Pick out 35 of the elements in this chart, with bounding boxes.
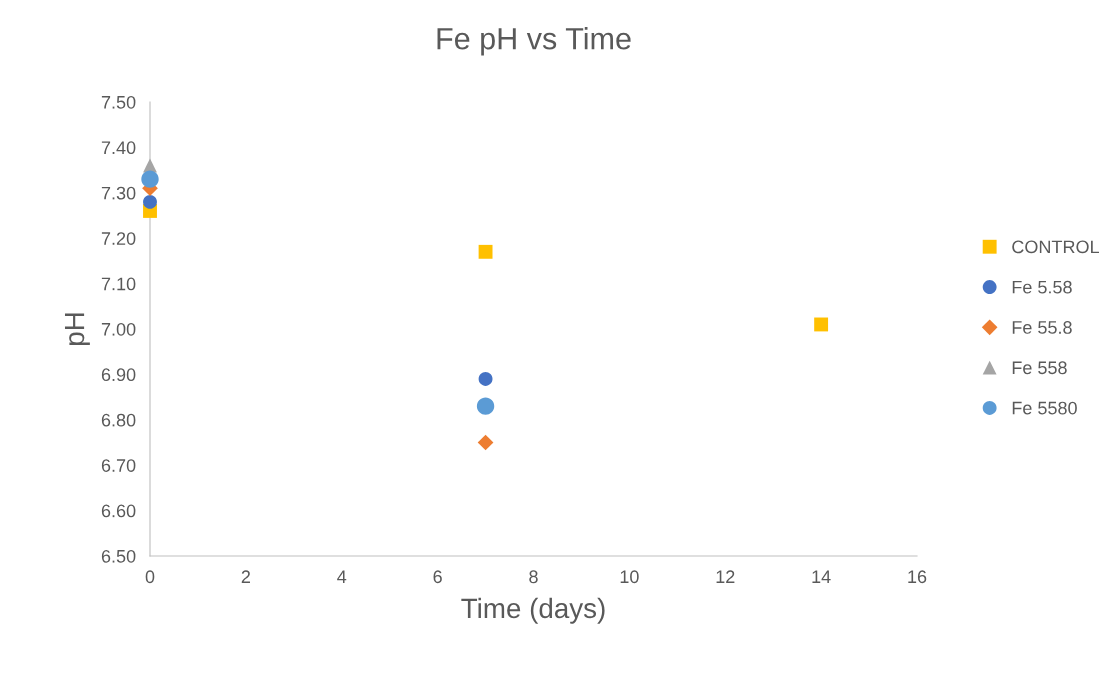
point (477, 434, 494, 451)
point (478, 372, 493, 386)
point (141, 170, 159, 188)
point (476, 397, 495, 415)
x-tick-label: 16 (908, 570, 927, 584)
x-tick-label: 2 (241, 570, 250, 583)
x-tick-label: 6 (433, 570, 442, 584)
x-tick-label: 12 (716, 570, 735, 583)
y-tick-label: 6.60 (101, 504, 136, 518)
x-axis-title: Time (days) (461, 597, 605, 624)
chart-title: Fe pH vs Time (437, 27, 631, 56)
y-axis-title: pH (64, 313, 90, 345)
x-tick-label: 10 (620, 570, 639, 584)
x-tick-label: 4 (337, 570, 347, 583)
y-tick-label: 6.80 (101, 413, 136, 427)
legend-label: Fe 5.58 (1012, 280, 1072, 294)
point (143, 194, 157, 209)
x-tick-label: 0 (145, 570, 155, 584)
legend-label: CONTROL (1012, 240, 1099, 254)
y-tick-label: 7.00 (101, 322, 136, 336)
y-tick-label: 7.40 (101, 141, 136, 155)
x-tick-label: 8 (529, 570, 538, 584)
legend-label: Fe 558 (1012, 361, 1067, 375)
point (814, 317, 829, 332)
y-tick-label: 7.50 (101, 95, 136, 109)
y-tick-label: 7.10 (101, 277, 136, 291)
y-tick-label: 7.20 (101, 232, 136, 245)
y-tick-label: 6.50 (101, 549, 136, 563)
y-tick-label: 6.90 (101, 368, 136, 382)
legend-label: Fe 55.8 (1012, 321, 1072, 334)
legend-label: Fe 5580 (1012, 401, 1077, 415)
y-tick-label: 7.30 (101, 186, 136, 200)
y-tick-label: 6.70 (101, 459, 136, 472)
x-tick-label: 14 (812, 570, 831, 583)
point (478, 244, 493, 259)
